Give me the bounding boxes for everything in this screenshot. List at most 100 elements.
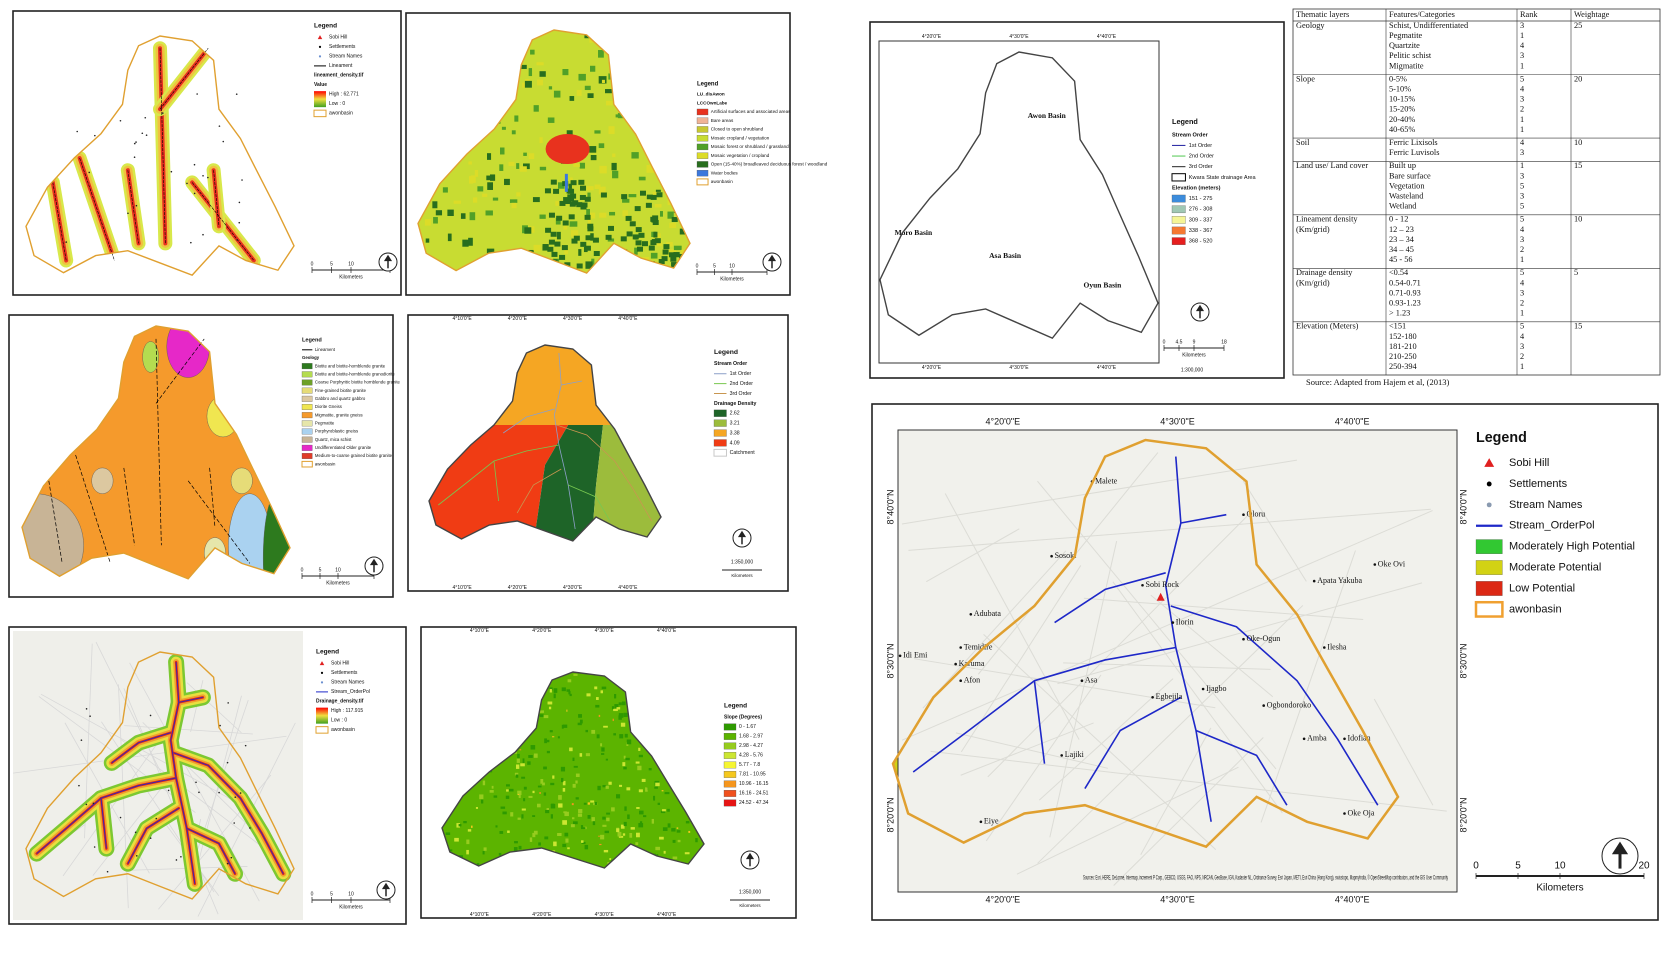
raster-cell	[584, 826, 587, 830]
legend-label: Biotite and biotite-hornblende granodior…	[315, 371, 395, 376]
raster-cell	[524, 227, 532, 234]
raster-cell	[543, 715, 549, 719]
raster-cell	[564, 262, 571, 268]
table-cell: 0-5%	[1389, 74, 1407, 83]
scale-unit: Kilometers	[720, 276, 744, 282]
raster-cell	[684, 852, 690, 855]
raster-cell	[468, 237, 473, 246]
table-cell: 15	[1574, 161, 1582, 170]
scale-unit: Kilometers	[339, 274, 363, 280]
raster-cell	[605, 234, 612, 240]
legend-swatch	[723, 799, 737, 807]
settlement	[1171, 621, 1175, 624]
raster-cell	[623, 766, 627, 770]
raster-cell	[570, 180, 577, 186]
settlement	[149, 714, 152, 717]
settlement	[141, 132, 144, 135]
raster-cell	[662, 249, 669, 255]
raster-cell	[575, 780, 578, 784]
legend-swatch	[713, 409, 727, 417]
raster-cell	[485, 210, 493, 216]
raster-cell	[599, 165, 607, 174]
water-body	[564, 173, 568, 192]
raster-cell	[622, 833, 626, 836]
road	[1083, 597, 1364, 621]
road	[124, 725, 253, 735]
table-cell: 1	[1520, 255, 1524, 264]
map-panel: Legend Sobi Hill Settlements Stream Names Li…	[12, 10, 402, 296]
lon-label: 4°30'0"E	[563, 316, 583, 322]
scale-label: 5	[330, 261, 333, 267]
legend-label: Diorite Gneiss	[315, 404, 342, 409]
raster-cell	[604, 830, 610, 834]
legend-label: Slope (Degrees)	[724, 715, 762, 721]
settlement	[1323, 646, 1326, 649]
raster-cell	[538, 842, 541, 846]
lineament	[155, 338, 162, 546]
raster-cell	[602, 816, 606, 820]
raster-cell	[519, 64, 527, 69]
raster-cell	[688, 830, 691, 833]
legend-label: Water bodies	[711, 170, 739, 175]
raster-cell	[517, 794, 520, 796]
raster-cell	[590, 65, 596, 72]
raster-cell	[522, 82, 526, 88]
settlement	[1201, 687, 1205, 691]
settlement	[155, 817, 158, 820]
road	[983, 634, 1217, 851]
settlement	[1262, 704, 1265, 707]
stream	[561, 380, 583, 386]
scale-label: 9	[1193, 339, 1196, 345]
raster-cell	[629, 221, 636, 227]
raster-cell	[470, 175, 476, 183]
scale-label: 0	[301, 567, 304, 573]
legend-label: 3rd Order	[730, 391, 752, 397]
table-cell: 34 – 45	[1389, 245, 1414, 254]
raster-cell	[581, 840, 584, 843]
legend-label: 276 - 308	[1189, 207, 1213, 213]
raster-cell	[425, 238, 430, 243]
legend-title: Legend	[316, 649, 339, 656]
settlement	[88, 171, 91, 174]
lon-label: 4°40'0"E	[1097, 365, 1117, 371]
raster-cell	[628, 194, 637, 198]
raster-cell	[530, 745, 536, 750]
raster-cell	[528, 226, 535, 233]
legend-label: 3.21	[730, 421, 740, 427]
raster-cell	[601, 686, 607, 690]
lon-label: 4°40'0"E	[1097, 34, 1117, 40]
table-cell: 10	[1574, 215, 1582, 224]
raster-cell	[591, 729, 596, 734]
raster-cell	[466, 849, 469, 855]
lineament	[75, 454, 111, 564]
settlement	[133, 142, 136, 145]
raster-cell	[575, 773, 580, 778]
place-label: Amba	[1307, 734, 1327, 743]
settlement	[149, 837, 152, 839]
settlement	[89, 715, 91, 717]
settlement	[85, 803, 88, 806]
road	[960, 722, 1094, 776]
settlement	[249, 827, 251, 829]
raster-cell	[495, 825, 498, 828]
raster-cell	[612, 718, 614, 722]
raster-cell	[586, 693, 591, 697]
raster-cell	[568, 214, 575, 220]
table-cell: Elevation (Meters)	[1296, 322, 1359, 331]
north-arrow	[381, 882, 391, 890]
table-cell: 1	[1520, 61, 1524, 70]
raster-cell	[569, 747, 573, 752]
scale-label: 5	[330, 891, 333, 897]
raster-cell	[578, 249, 582, 256]
raster-cell	[506, 789, 509, 792]
raster-cell	[671, 262, 678, 268]
raster-cell	[613, 733, 617, 736]
raster-cell	[572, 783, 576, 788]
raster-cell	[606, 812, 611, 815]
raster-cell	[598, 714, 601, 717]
legend-label: Mosaic forest or shrubland / grassland	[711, 144, 789, 149]
raster-cell	[558, 803, 563, 808]
settlement	[979, 820, 983, 824]
scale-unit: Kilometers	[1536, 883, 1583, 894]
raster-cell	[575, 797, 579, 800]
